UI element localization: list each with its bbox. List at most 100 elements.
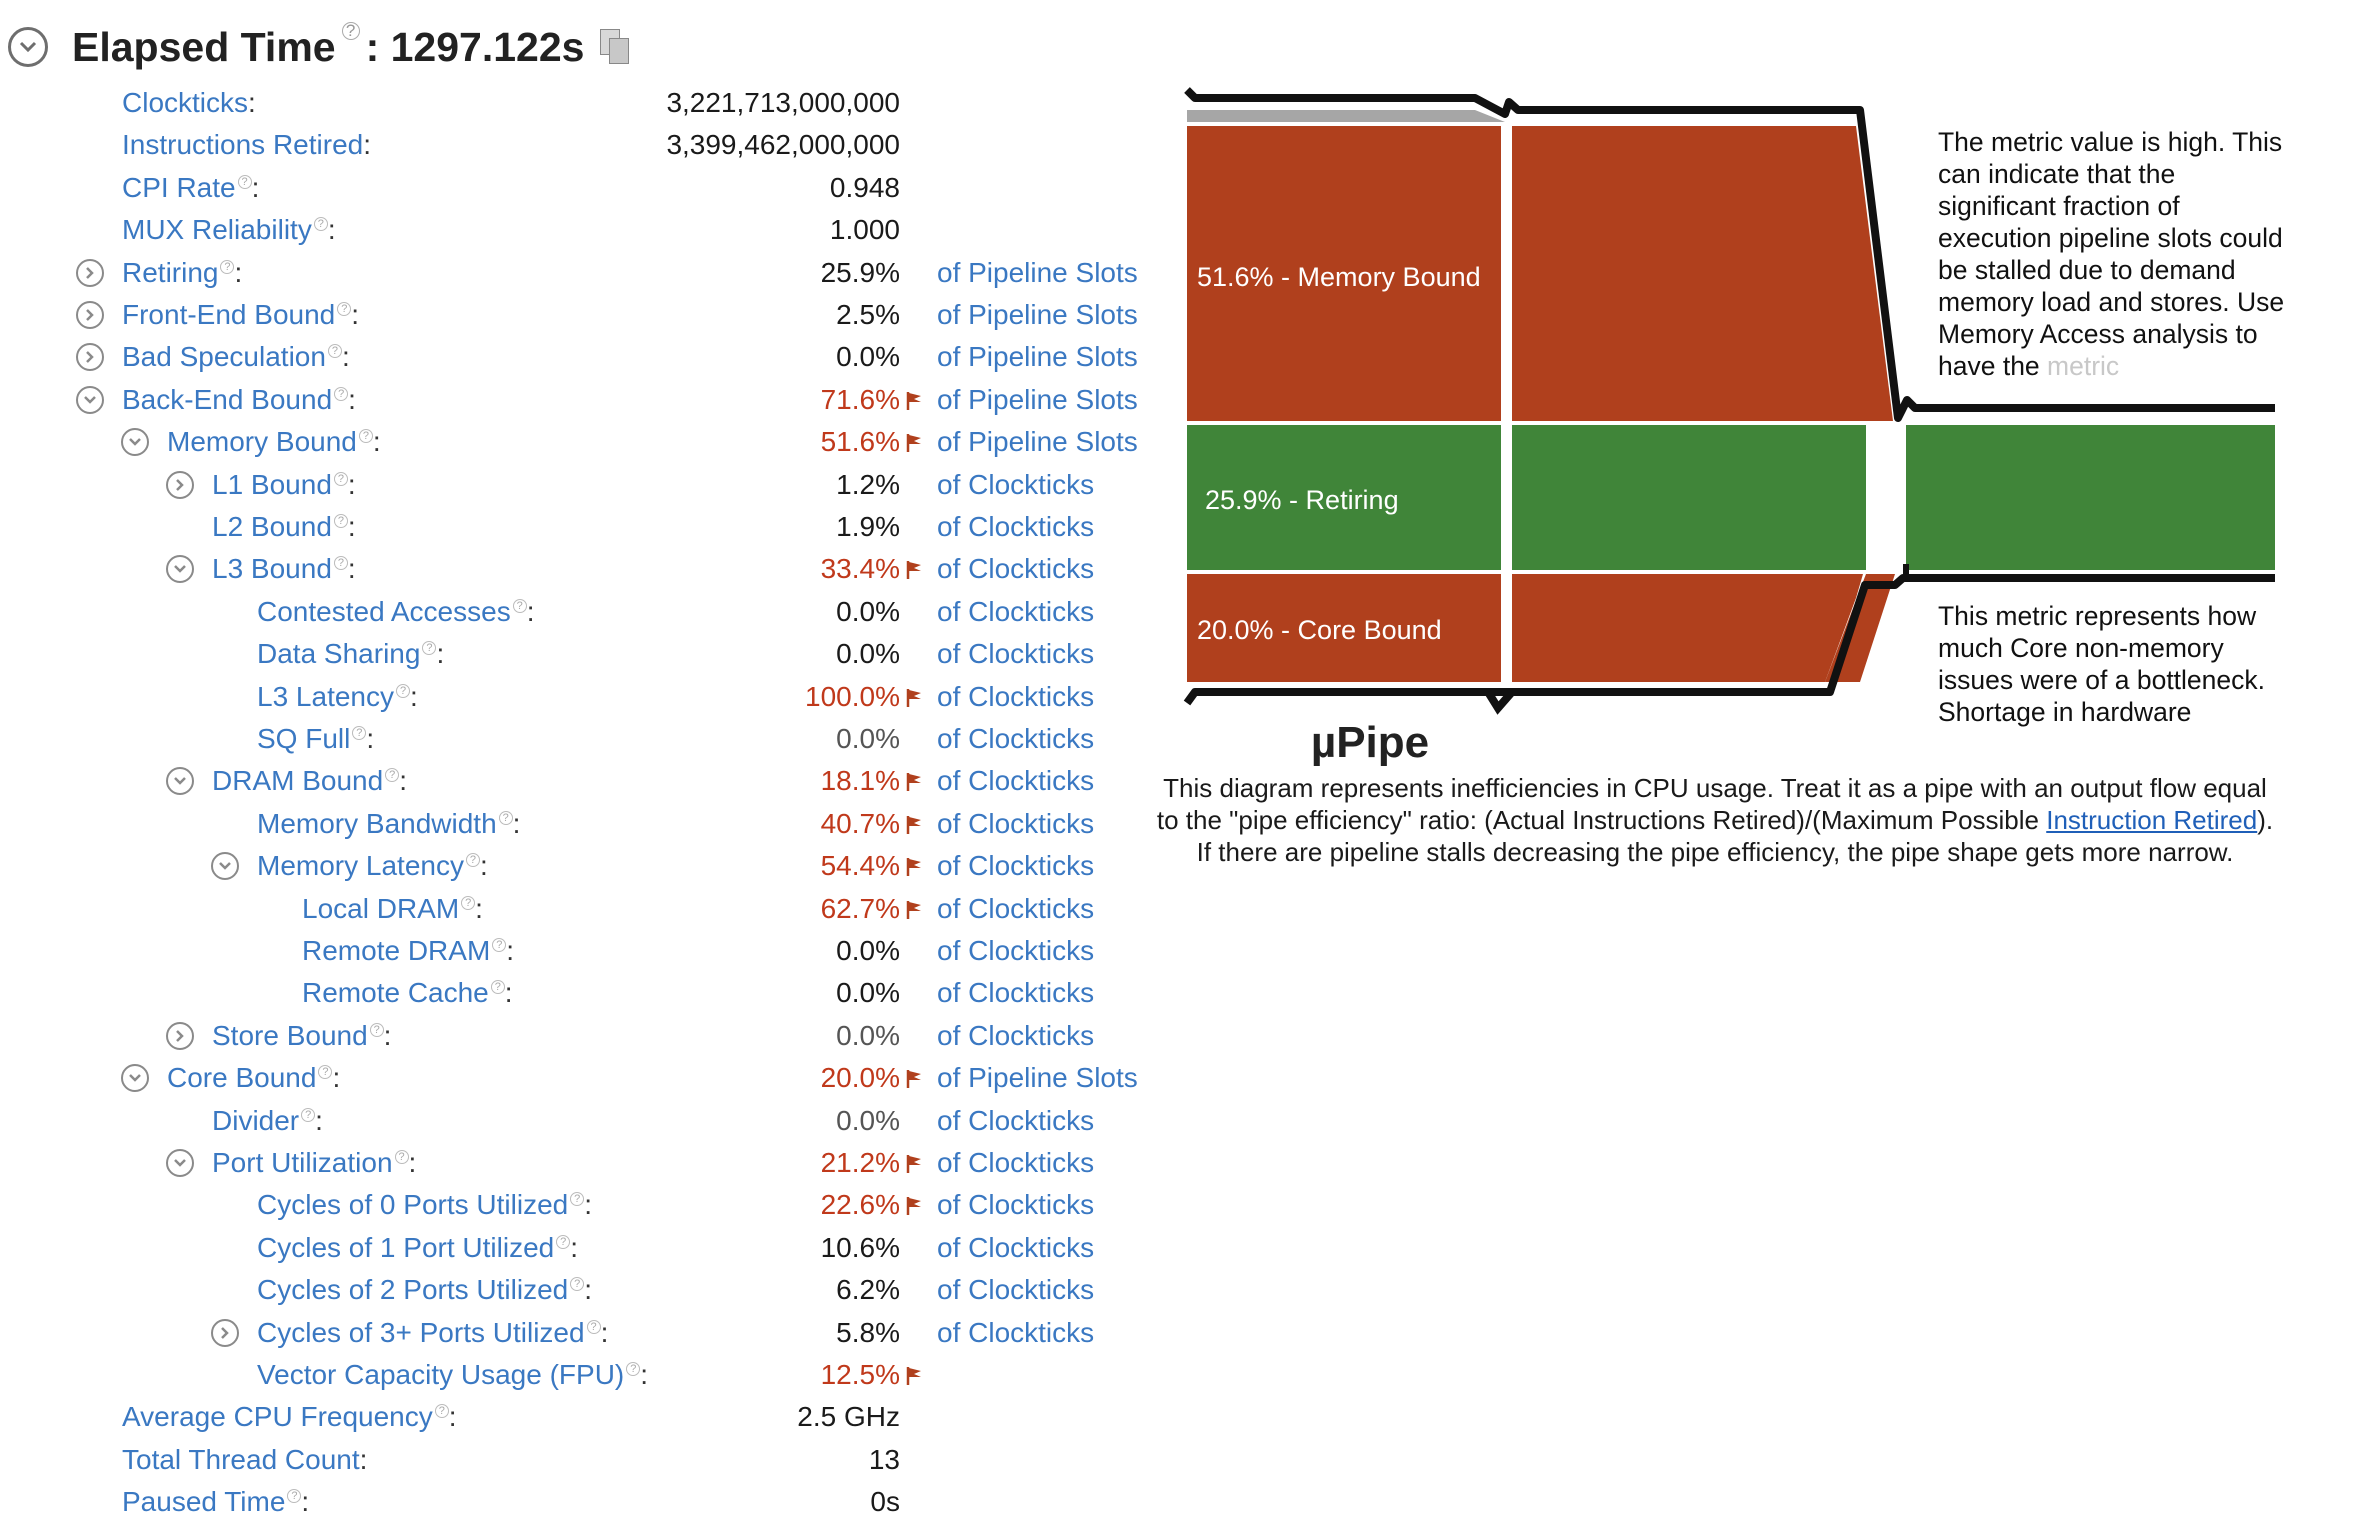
metric-unit[interactable]: of Clockticks <box>937 935 1095 966</box>
help-icon[interactable]: ? <box>461 895 476 910</box>
help-icon[interactable]: ? <box>586 1319 601 1334</box>
metric-name[interactable]: Front-End Bound?: <box>122 299 360 330</box>
help-icon[interactable]: ? <box>341 21 360 40</box>
metric-label[interactable]: Instructions Retired <box>122 129 364 161</box>
metric-label[interactable]: Vector Capacity Usage (FPU) <box>257 1359 625 1390</box>
metric-label[interactable]: Divider <box>212 1104 300 1136</box>
help-icon[interactable]: ? <box>352 726 367 740</box>
metric-label[interactable]: Local DRAM <box>302 892 460 924</box>
metric-label[interactable]: Memory Latency <box>257 850 464 882</box>
metric-unit[interactable]: of Clockticks <box>937 723 1095 754</box>
help-icon[interactable]: ? <box>333 556 348 571</box>
metric-label[interactable]: Front-End Bound <box>122 299 336 330</box>
metric-name[interactable]: Memory Latency?: <box>257 850 488 882</box>
metric-unit[interactable]: of Clockticks <box>937 1189 1095 1221</box>
help-icon[interactable]: ? <box>301 1107 316 1122</box>
metric-label[interactable]: L3 Bound <box>212 553 332 585</box>
help-icon[interactable]: ? <box>333 471 348 486</box>
help-icon[interactable]: ? <box>422 641 437 656</box>
metric-unit[interactable]: of Clockticks <box>937 595 1095 627</box>
metric-unit[interactable]: of Clockticks <box>937 680 1095 712</box>
metric-unit[interactable]: of Clockticks <box>937 977 1095 1009</box>
help-icon[interactable]: ? <box>337 302 352 316</box>
help-icon[interactable]: ? <box>512 598 527 613</box>
metric-name[interactable]: Instructions Retired: <box>122 129 371 161</box>
metric-label[interactable]: Cycles of 3+ Ports Utilized <box>257 1316 585 1348</box>
metric-unit[interactable]: of Clockticks <box>937 638 1095 670</box>
metric-name[interactable]: Data Sharing?: <box>257 638 445 670</box>
expand-chevron-right-icon[interactable] <box>76 258 104 287</box>
metric-label[interactable]: DRAM Bound <box>212 765 384 797</box>
help-icon[interactable]: ? <box>570 1192 585 1207</box>
help-icon[interactable]: ? <box>434 1404 449 1419</box>
expand-chevron-down-icon[interactable] <box>166 1149 194 1177</box>
metric-name[interactable]: Retiring?: <box>122 256 243 288</box>
metric-unit[interactable]: of Clockticks <box>937 765 1095 797</box>
metric-label[interactable]: Retiring <box>122 256 219 288</box>
metric-label[interactable]: Clockticks <box>122 87 249 118</box>
help-icon[interactable]: ? <box>394 1150 409 1164</box>
metric-name[interactable]: L3 Latency?: <box>257 680 418 712</box>
metric-name[interactable]: Remote DRAM?: <box>302 935 515 966</box>
metric-label[interactable]: Cycles of 0 Ports Utilized <box>257 1189 569 1221</box>
metric-label[interactable]: Back-End Bound <box>122 383 333 415</box>
help-icon[interactable]: ? <box>490 980 505 995</box>
help-icon[interactable]: ? <box>396 683 410 698</box>
help-icon[interactable]: ? <box>492 938 507 952</box>
metric-unit[interactable]: of Clockticks <box>937 1104 1095 1136</box>
metric-unit[interactable]: of Clockticks <box>937 468 1095 500</box>
metric-label[interactable]: Cycles of 2 Ports Utilized <box>257 1274 569 1306</box>
help-icon[interactable]: ? <box>626 1362 641 1376</box>
collapse-chevron-icon[interactable] <box>8 27 48 67</box>
metric-name[interactable]: L1 Bound?: <box>212 468 356 500</box>
metric-unit[interactable]: of Clockticks <box>937 553 1095 585</box>
metric-label[interactable]: CPI Rate <box>122 171 236 203</box>
metric-label[interactable]: Bad Speculation <box>122 341 326 373</box>
metric-name[interactable]: L3 Bound?: <box>212 553 356 585</box>
expand-chevron-down-icon[interactable] <box>121 1064 149 1093</box>
expand-chevron-right-icon[interactable] <box>166 470 194 499</box>
metric-unit[interactable]: of Pipeline Slots <box>937 256 1138 288</box>
help-icon[interactable]: ? <box>334 386 349 401</box>
expand-chevron-down-icon[interactable] <box>121 428 149 457</box>
metric-label[interactable]: L3 Latency <box>257 680 394 712</box>
expand-chevron-down-icon[interactable] <box>76 385 104 414</box>
metric-unit[interactable]: of Clockticks <box>937 1147 1095 1178</box>
metric-name[interactable]: Cycles of 0 Ports Utilized?: <box>257 1189 592 1221</box>
metric-name[interactable]: Port Utilization?: <box>212 1147 417 1178</box>
metric-name[interactable]: Vector Capacity Usage (FPU)?: <box>257 1359 649 1390</box>
expand-chevron-down-icon[interactable] <box>211 852 239 881</box>
metric-name[interactable]: Total Thread Count: <box>122 1443 368 1475</box>
metric-name[interactable]: L2 Bound?: <box>212 511 356 542</box>
metric-name[interactable]: Cycles of 1 Port Utilized?: <box>257 1231 578 1263</box>
instruction-retired-link[interactable]: Instruction Retired <box>2046 805 2258 835</box>
metric-name[interactable]: DRAM Bound?: <box>212 765 407 797</box>
metric-unit[interactable]: of Pipeline Slots <box>937 383 1138 415</box>
metric-label[interactable]: L1 Bound <box>212 468 332 500</box>
metric-label[interactable]: Store Bound <box>212 1019 368 1051</box>
metric-unit[interactable]: of Pipeline Slots <box>937 426 1138 458</box>
help-icon[interactable]: ? <box>556 1234 571 1249</box>
help-icon[interactable]: ? <box>358 429 373 444</box>
metric-label[interactable]: Cycles of 1 Port Utilized <box>257 1231 555 1263</box>
help-icon[interactable]: ? <box>237 174 252 189</box>
metric-name[interactable]: Back-End Bound?: <box>122 383 356 415</box>
metric-unit[interactable]: of Clockticks <box>937 1316 1095 1348</box>
help-icon[interactable]: ? <box>287 1489 302 1504</box>
metric-name[interactable]: Cycles of 3+ Ports Utilized?: <box>257 1316 609 1348</box>
metric-unit[interactable]: of Clockticks <box>937 807 1095 839</box>
help-icon[interactable]: ? <box>333 514 348 528</box>
metric-label[interactable]: Remote Cache <box>302 977 489 1009</box>
metric-label[interactable]: Memory Bandwidth <box>257 807 497 839</box>
metric-label[interactable]: Data Sharing <box>257 638 421 670</box>
help-icon[interactable]: ? <box>318 1065 333 1080</box>
expand-chevron-down-icon[interactable] <box>166 767 194 796</box>
metric-unit[interactable]: of Clockticks <box>937 1274 1095 1306</box>
metric-label[interactable]: Paused Time <box>122 1486 286 1518</box>
metric-label[interactable]: Total Thread Count <box>122 1443 360 1475</box>
metric-label[interactable]: MUX Reliability <box>122 214 312 246</box>
metric-unit[interactable]: of Pipeline Slots <box>937 341 1138 373</box>
help-icon[interactable]: ? <box>313 217 328 232</box>
metric-name[interactable]: Local DRAM?: <box>302 892 483 924</box>
expand-chevron-right-icon[interactable] <box>166 1021 194 1050</box>
